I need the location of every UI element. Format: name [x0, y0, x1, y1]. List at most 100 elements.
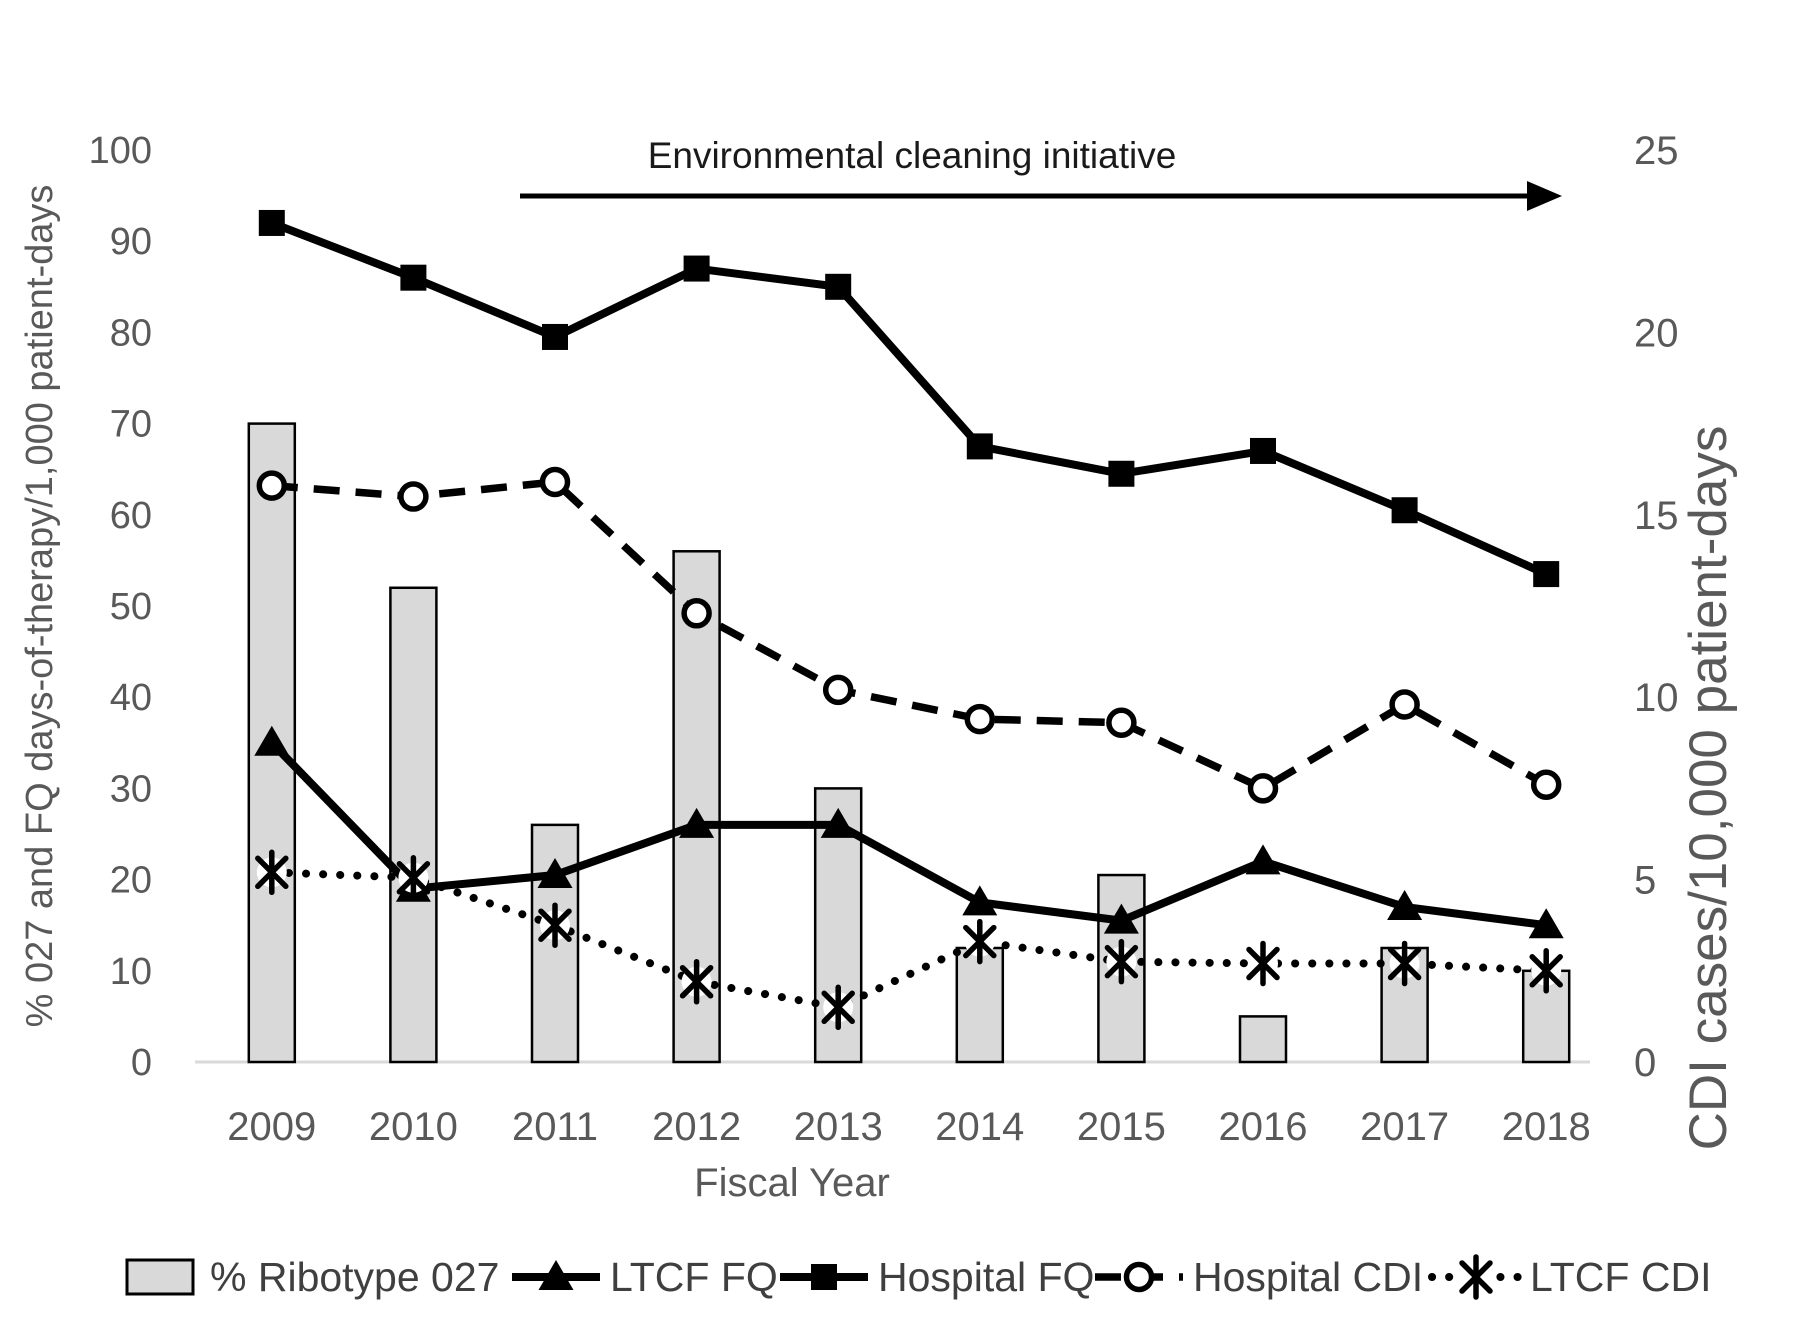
- point-ltcf-fq-2012: [679, 807, 715, 838]
- left-tick-30: 30: [110, 768, 152, 810]
- asterisk-stroke: [821, 990, 855, 1025]
- point-ltcf-fq-2018: [1528, 908, 1564, 939]
- point-hospital-cdi-2014: [964, 703, 996, 735]
- right-tick-15: 15: [1634, 494, 1679, 538]
- legend-item-ltcf-cdi: LTCF CDI: [1428, 1254, 1711, 1300]
- legend-item-ribotype-027: % Ribotype 027: [125, 1254, 499, 1300]
- point-hospital-fq-2012: [683, 255, 710, 282]
- legend-asterisk-icon: [1459, 1254, 1493, 1300]
- left-axis-title: % 027 and FQ days-of-therapy/1,000 patie…: [19, 185, 61, 1028]
- point-hospital-cdi-2011: [539, 466, 571, 498]
- asterisk-stroke: [255, 855, 289, 890]
- bar-2016: [1238, 1015, 1288, 1064]
- asterisk-stroke: [1529, 954, 1563, 988]
- point-hospital-cdi-2015: [1106, 707, 1137, 738]
- annotation-label: Environmental cleaning initiative: [648, 135, 1177, 176]
- left-axis-ticks: 0 10 20 30 40 50 60 70 80 90 100: [89, 130, 152, 1084]
- series-line-hospital-cdi: [271, 478, 1549, 793]
- point-hospital-fq-2016: [1250, 437, 1276, 464]
- legend-item-hospital-fq: Hospital FQ: [780, 1254, 1094, 1300]
- point-hospital-fq-2014: [966, 433, 993, 460]
- legend-label-hospital-fq: Hospital FQ: [878, 1254, 1094, 1300]
- left-tick-0: 0: [131, 1042, 152, 1084]
- left-tick-40: 40: [110, 677, 152, 719]
- right-tick-10: 10: [1634, 676, 1679, 720]
- legend-item-ltcf-fq: LTCF FQ: [512, 1254, 778, 1300]
- point-hospital-cdi-2009: [256, 470, 288, 501]
- x-tick-2010: 2010: [369, 1105, 458, 1149]
- point-ltcf-fq-2016: [1245, 844, 1281, 875]
- x-tick-2015: 2015: [1077, 1105, 1166, 1149]
- x-tick-2018: 2018: [1502, 1105, 1591, 1149]
- asterisk-stroke: [1387, 946, 1422, 981]
- legend-filled-triangle-icon: [538, 1260, 574, 1290]
- annotation-arrowhead-icon: [1527, 181, 1562, 211]
- x-tick-2009: 2009: [227, 1105, 316, 1149]
- legend-open-circle-icon: [1123, 1261, 1155, 1293]
- bar-2017: [1380, 946, 1429, 1064]
- bar-2010: [389, 586, 438, 1064]
- point-ltcf-cdi-2014: [963, 918, 997, 965]
- left-tick-50: 50: [110, 586, 152, 628]
- point-ltcf-fq-2014: [962, 885, 998, 916]
- point-ltcf-fq-2017: [1387, 889, 1423, 920]
- asterisk-stroke: [963, 924, 997, 959]
- point-hospital-fq-2013: [825, 273, 852, 300]
- right-axis-ticks: 0 5 10 15 20 25: [1634, 129, 1679, 1085]
- series-line-hospital-fq: [270, 219, 1548, 578]
- point-ltcf-cdi-2012: [679, 958, 714, 1005]
- bar-2014: [955, 946, 1005, 1064]
- x-axis-ticks: 2009 2010 2011 2012 2013 2014 2015 2016 2017 2018: [227, 1105, 1590, 1149]
- point-hospital-fq-2017: [1391, 497, 1418, 524]
- series-line-ltcf-cdi: [267, 868, 1551, 1012]
- point-hospital-cdi-2018: [1530, 769, 1562, 801]
- point-ltcf-fq-2009: [254, 725, 290, 756]
- left-tick-10: 10: [110, 951, 152, 993]
- series-lines-group: [254, 209, 1564, 1031]
- point-hospital-fq-2015: [1108, 460, 1135, 487]
- left-tick-90: 90: [110, 221, 152, 263]
- x-tick-2011: 2011: [512, 1105, 598, 1149]
- x-tick-2014: 2014: [935, 1105, 1024, 1149]
- right-axis-title: CDI cases/10,000 patient-days: [1679, 426, 1738, 1151]
- point-ltcf-cdi-2018: [1529, 948, 1563, 994]
- point-ltcf-cdi-2011: [538, 902, 572, 948]
- left-tick-100: 100: [89, 130, 152, 172]
- left-tick-60: 60: [110, 495, 152, 537]
- x-axis-title: Fiscal Year: [694, 1161, 890, 1205]
- x-tick-2013: 2013: [794, 1105, 883, 1149]
- point-hospital-cdi-2016: [1247, 773, 1279, 804]
- point-ltcf-cdi-2009: [255, 849, 289, 896]
- right-tick-20: 20: [1634, 311, 1679, 355]
- point-hospital-fq-2009: [258, 209, 285, 236]
- point-ltcf-cdi-2013: [821, 984, 855, 1031]
- x-tick-2017: 2017: [1360, 1105, 1449, 1149]
- x-tick-2012: 2012: [652, 1105, 741, 1149]
- x-tick-2016: 2016: [1219, 1105, 1308, 1149]
- asterisk-stroke: [396, 861, 431, 895]
- legend-label-hospital-cdi: Hospital CDI: [1193, 1254, 1423, 1300]
- legend-swatch-bar: [125, 1258, 195, 1296]
- point-hospital-fq-2011: [542, 323, 568, 350]
- asterisk-stroke: [1459, 1260, 1493, 1294]
- asterisk-stroke: [1246, 946, 1280, 981]
- asterisk-stroke: [538, 908, 572, 942]
- point-hospital-cdi-2017: [1389, 689, 1420, 720]
- point-ltcf-cdi-2015: [1104, 938, 1139, 985]
- legend-item-hospital-cdi: Hospital CDI: [1095, 1254, 1423, 1300]
- legend-label-ltcf-cdi: LTCF CDI: [1530, 1254, 1711, 1300]
- left-tick-80: 80: [110, 312, 152, 354]
- legend-label-ribotype-027: % Ribotype 027: [210, 1254, 499, 1300]
- point-ltcf-fq-2011: [537, 858, 573, 889]
- point-ltcf-cdi-2010: [396, 855, 431, 901]
- point-ltcf-fq-2013: [820, 807, 856, 838]
- point-hospital-cdi-2012: [681, 598, 712, 629]
- right-tick-0: 0: [1634, 1041, 1656, 1085]
- ribotype-bars-group: [247, 422, 1571, 1064]
- point-ltcf-cdi-2016: [1246, 940, 1280, 987]
- point-hospital-cdi-2010: [398, 481, 429, 512]
- legend-label-ltcf-fq: LTCF FQ: [610, 1254, 778, 1300]
- point-hospital-fq-2010: [400, 264, 427, 291]
